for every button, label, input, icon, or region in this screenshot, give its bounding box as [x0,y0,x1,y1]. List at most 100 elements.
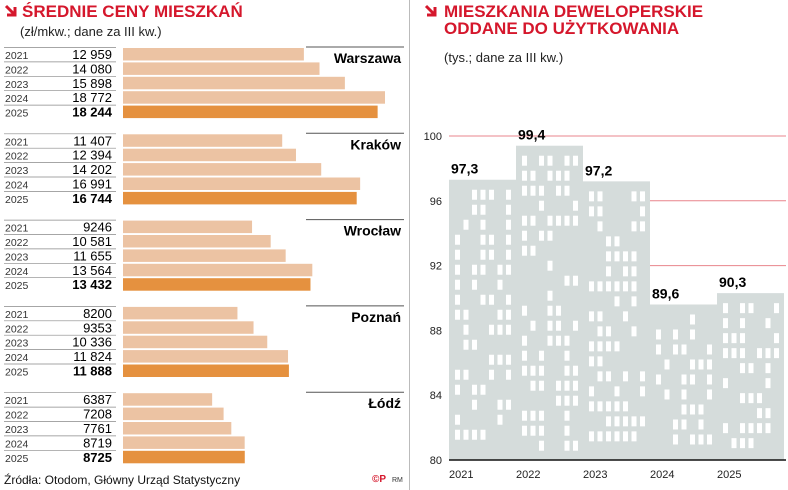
window [690,374,695,385]
window [740,303,745,314]
window [597,191,603,202]
window [506,369,511,380]
window [539,155,544,166]
window [640,221,645,232]
window [664,359,670,370]
window [631,416,637,427]
window [740,318,745,329]
price-bar [123,48,304,61]
year-label: 2023 [5,79,29,91]
housing-chart: 80 84 88 92 96 100 97,3 2021 99,4 2022 97,2 2023 89,… [424,127,786,481]
window [690,314,695,325]
window [480,429,486,440]
window [564,335,570,346]
window [631,191,637,202]
value-label: 89,6 [652,285,679,301]
window [530,245,536,256]
window [530,425,536,436]
window [547,215,553,226]
window [547,320,553,331]
window [757,393,762,404]
window [522,230,527,241]
price-bar [123,278,311,291]
value-label: 11 888 [73,364,112,379]
window [564,395,570,406]
window [740,363,745,374]
value-label: 97,2 [585,162,612,178]
price-bar [123,134,283,147]
city-label: Kraków [350,136,401,152]
window [698,359,704,370]
window [539,410,544,421]
value-label: 18 772 [72,90,112,105]
window [480,294,486,305]
price-bar [123,191,357,205]
y-tick-label: 80 [430,455,442,467]
window [707,434,712,445]
value-label: 10 581 [72,234,112,249]
price-bar [123,393,213,406]
window [556,170,561,181]
window [690,329,695,340]
window [589,401,594,412]
window [480,264,486,275]
window [597,221,603,232]
window [606,251,611,262]
window [530,410,536,421]
price-bar [123,436,245,449]
window [539,365,544,376]
credit: RM [392,477,403,484]
y-tick-label: 100 [424,131,442,143]
window [681,374,687,385]
divider [409,0,410,490]
window [740,423,745,434]
window [564,440,570,451]
window [489,324,494,335]
value-label: 13 432 [72,277,112,292]
window [723,378,728,389]
window [564,380,570,391]
value-label: 8725 [83,450,112,465]
window [614,296,620,307]
window [614,236,620,247]
price-bar [123,364,289,377]
window [631,431,637,442]
window [640,206,645,217]
window [690,404,695,415]
price-bar [123,177,361,190]
window [757,408,762,419]
window [556,380,561,391]
price-chart: Warszawa 2021 12 959 2022 14 080 2023 15 898 20… [4,46,404,465]
window [606,341,611,352]
window [463,369,469,380]
window [489,294,494,305]
year-label: 2021 [5,395,29,407]
window [480,204,486,215]
window [614,251,620,262]
window [506,264,511,275]
window [765,318,771,329]
right-title-line1: MIESZKANIA DEWELOPERSKIE [444,2,704,21]
window [489,189,494,200]
window [597,206,603,217]
window [556,320,561,331]
window [623,416,628,427]
left-title: ŚREDNIE CENY MIESZKAŃ [22,2,243,21]
window [506,219,511,230]
window [573,395,578,406]
value-label: 11 824 [73,349,112,364]
window [522,215,527,226]
window [623,281,628,292]
year-label: 2025 [5,367,29,379]
window [455,369,460,380]
year-label: 2024 [5,438,29,450]
window [681,389,687,400]
y-tick-label: 84 [430,390,442,402]
year-label: 2024 [5,266,29,278]
copyright-logo: ©P [372,474,387,485]
window [606,236,611,247]
city-label: Poznań [351,309,401,325]
window [463,309,469,320]
window [522,365,527,376]
year-label: 2023 [5,251,29,263]
